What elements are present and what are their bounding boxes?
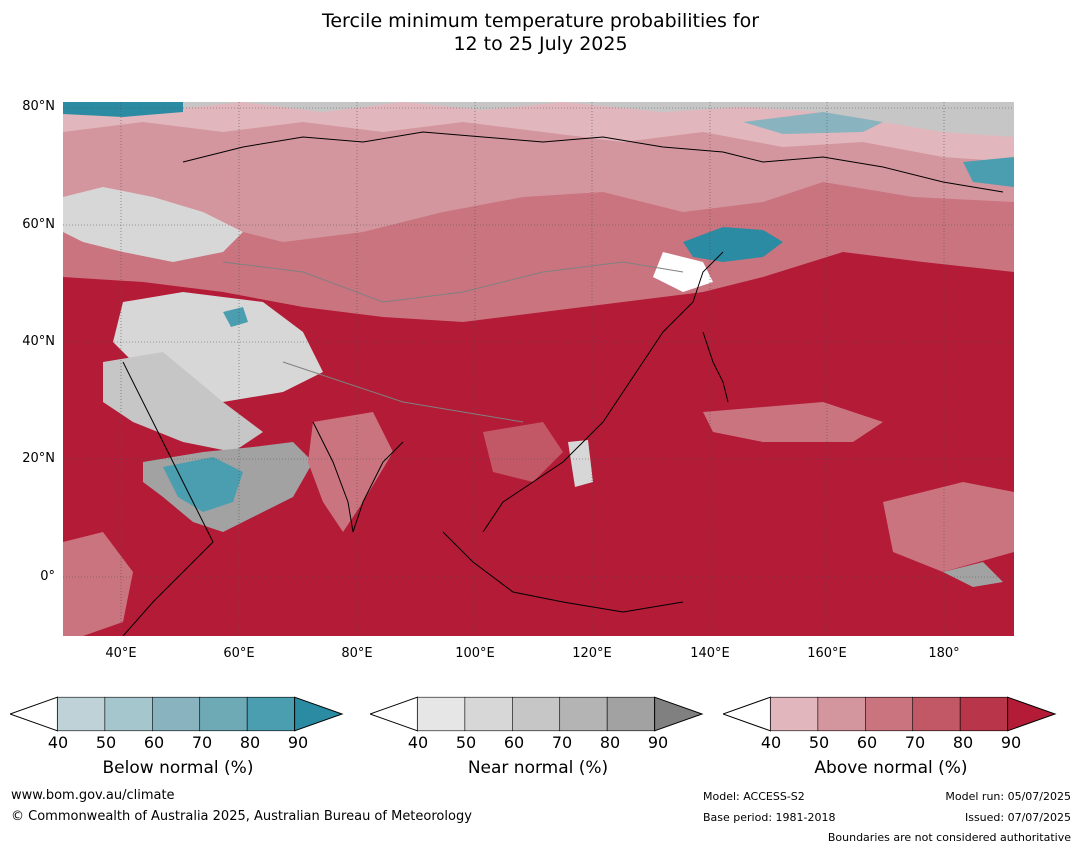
tick: 50	[808, 733, 830, 752]
tick: 50	[455, 733, 477, 752]
chart-title: Tercile minimum temperature probabilitie…	[0, 10, 1081, 56]
lat-label-0: 0°	[40, 569, 55, 584]
lat-label-20n: 20°N	[22, 451, 55, 466]
legend-label-above: Above normal (%)	[814, 758, 968, 778]
lon-label-180: 180°	[928, 646, 960, 661]
tick: 40	[47, 733, 69, 752]
lon-label-140e: 140°E	[690, 646, 730, 661]
tick: 70	[191, 733, 213, 752]
colorbar-near-normal	[370, 696, 704, 732]
lon-label-100e: 100°E	[455, 646, 495, 661]
lon-label-160e: 160°E	[807, 646, 847, 661]
tick: 80	[952, 733, 974, 752]
website-link[interactable]: www.bom.gov.au/climate	[11, 788, 175, 803]
tick: 60	[143, 733, 165, 752]
tick: 80	[599, 733, 621, 752]
issued-text: Issued: 07/07/2025	[964, 811, 1071, 824]
model-text: Model: ACCESS-S2	[703, 790, 805, 803]
tick: 70	[904, 733, 926, 752]
lon-label-60e: 60°E	[223, 646, 255, 661]
disclaimer-text: Boundaries are not considered authoritat…	[827, 831, 1071, 844]
legend-label-near: Near normal (%)	[467, 758, 609, 778]
tick: 80	[239, 733, 261, 752]
legend-label-below: Below normal (%)	[102, 758, 254, 778]
probability-map	[63, 102, 1014, 636]
lat-label-80n: 80°N	[22, 99, 55, 114]
tick: 90	[287, 733, 309, 752]
base-period-text: Base period: 1981-2018	[703, 811, 836, 824]
tick: 90	[647, 733, 669, 752]
lat-label-60n: 60°N	[22, 217, 55, 232]
model-run-text: Model run: 05/07/2025	[945, 790, 1071, 803]
tick: 40	[760, 733, 782, 752]
lon-label-120e: 120°E	[572, 646, 612, 661]
tick: 90	[1000, 733, 1022, 752]
lon-label-40e: 40°E	[105, 646, 137, 661]
tick: 50	[95, 733, 117, 752]
title-line-1: Tercile minimum temperature probabilitie…	[321, 10, 760, 32]
lat-label-40n: 40°N	[22, 334, 55, 349]
title-line-2: 12 to 25 July 2025	[453, 33, 628, 55]
lon-label-80e: 80°E	[341, 646, 373, 661]
tick: 40	[407, 733, 429, 752]
colorbar-above-normal	[723, 696, 1057, 732]
colorbar-below-normal	[10, 696, 344, 732]
tick: 70	[551, 733, 573, 752]
tick: 60	[856, 733, 878, 752]
tick: 60	[503, 733, 525, 752]
copyright-text: © Commonwealth of Australia 2025, Austra…	[11, 809, 472, 824]
